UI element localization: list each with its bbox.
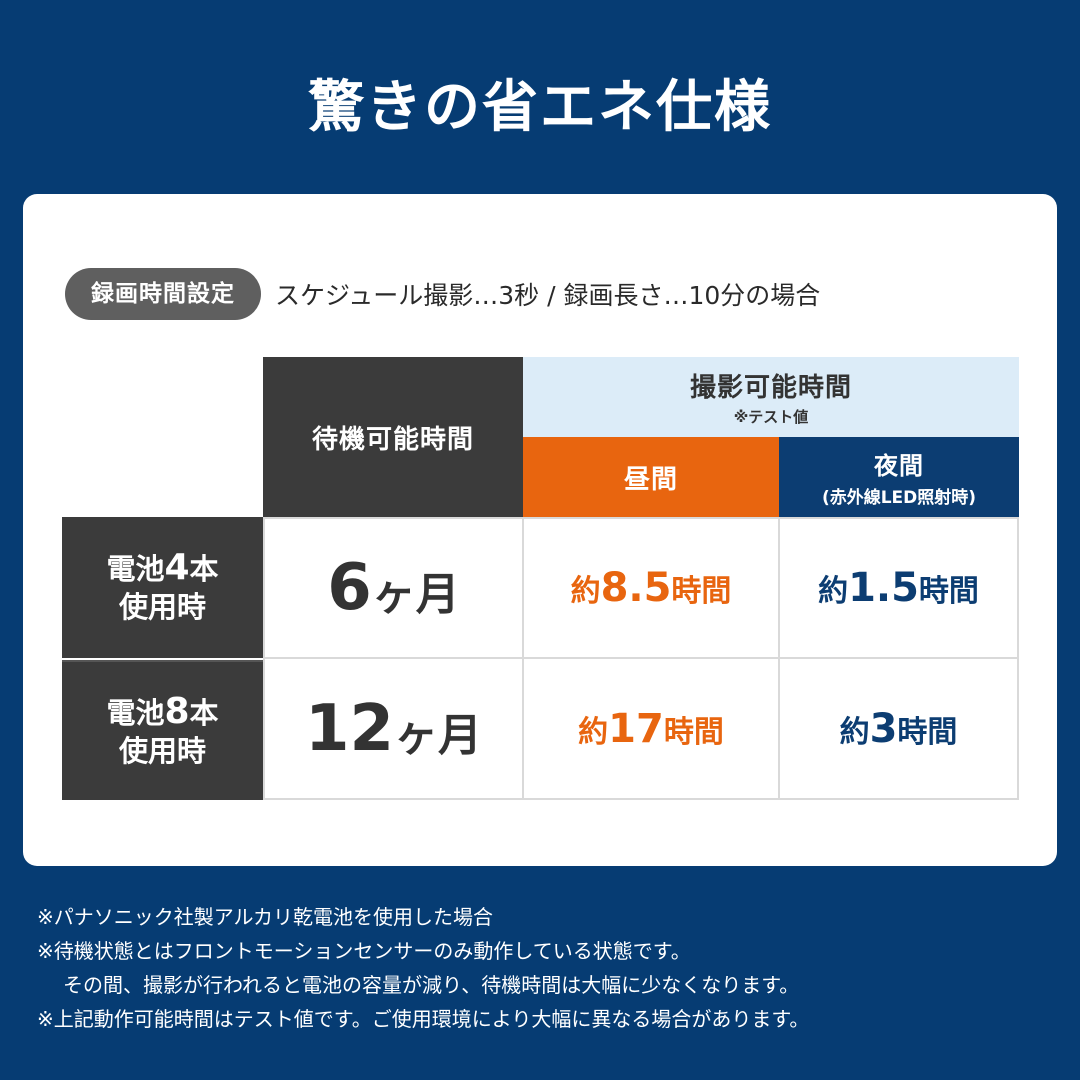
night-value-4: 約1.5時間 <box>778 517 1019 659</box>
night-unit: 時間 <box>897 714 958 750</box>
row-label-8: 電池8本 使用時 <box>62 660 263 800</box>
footnote: ※パナソニック社製アルカリ乾電池を使用した場合 <box>37 905 493 929</box>
day-value-8: 約17時間 <box>522 657 780 800</box>
recording-header: 撮影可能時間 ※テスト値 <box>523 357 1019 437</box>
row-label-prefix: 電池 <box>106 695 165 730</box>
day-prefix: 約 <box>578 714 609 750</box>
recording-note: ※テスト値 <box>733 408 809 426</box>
standby-header-label: 待機可能時間 <box>311 424 474 455</box>
standby-num: 6 <box>327 551 372 625</box>
night-prefix: 約 <box>839 714 870 750</box>
row-label-num: 8 <box>164 690 190 732</box>
row-label-suffix: 本 <box>189 552 219 586</box>
row-label-suffix: 本 <box>189 695 219 730</box>
night-prefix: 約 <box>818 574 849 609</box>
standby-unit: ヶ月 <box>371 569 460 620</box>
footnote: ※上記動作可能時間はテスト値です。ご使用環境により大幅に異なる場合があります。 <box>37 1007 810 1031</box>
standby-value-4: 6ヶ月 <box>263 517 524 659</box>
night-header-label: 夜間 <box>874 452 924 480</box>
night-unit: 時間 <box>918 574 979 609</box>
row-label-4: 電池4本 使用時 <box>62 517 263 658</box>
recording-setting: 録画時間設定 スケジュール撮影…3秒 / 録画長さ…10分の場合 <box>65 268 820 320</box>
page-title: 驚きの省エネ仕様 <box>308 75 772 140</box>
night-value-8: 約3時間 <box>778 657 1019 800</box>
night-header: 夜間 (赤外線LED照射時) <box>779 437 1019 517</box>
row-label-prefix: 電池 <box>106 552 165 586</box>
standby-unit: ヶ月 <box>394 709 483 761</box>
standby-header: 待機可能時間 <box>263 357 523 517</box>
night-num: 1.5 <box>848 565 919 611</box>
standby-value-8: 12ヶ月 <box>263 657 524 800</box>
day-value-4: 約8.5時間 <box>522 517 780 659</box>
footnote: その間、撮影が行われると電池の容量が減り、待機時間は大幅に少なくなります。 <box>63 973 800 997</box>
footnotes: ※パナソニック社製アルカリ乾電池を使用した場合 ※待機状態とはフロントモーション… <box>37 900 809 1036</box>
night-num: 3 <box>869 705 898 752</box>
day-num: 17 <box>608 705 664 752</box>
day-unit: 時間 <box>663 714 724 750</box>
night-header-sub: (赤外線LED照射時) <box>821 488 977 508</box>
day-header-label: 昼間 <box>623 464 678 495</box>
recording-header-label: 撮影可能時間 <box>689 373 852 403</box>
setting-badge: 録画時間設定 <box>65 268 261 320</box>
setting-text: スケジュール撮影…3秒 / 録画長さ…10分の場合 <box>275 281 821 310</box>
standby-num: 12 <box>304 691 395 766</box>
day-unit: 時間 <box>671 574 732 609</box>
day-prefix: 約 <box>570 574 601 609</box>
day-header: 昼間 <box>523 437 779 517</box>
row-label-line2: 使用時 <box>118 590 206 624</box>
day-num: 8.5 <box>600 565 672 611</box>
footnote: ※待機状態とはフロントモーションセンサーのみ動作している状態です。 <box>37 939 691 963</box>
row-label-num: 4 <box>164 547 190 588</box>
row-label-line2: 使用時 <box>118 733 206 768</box>
